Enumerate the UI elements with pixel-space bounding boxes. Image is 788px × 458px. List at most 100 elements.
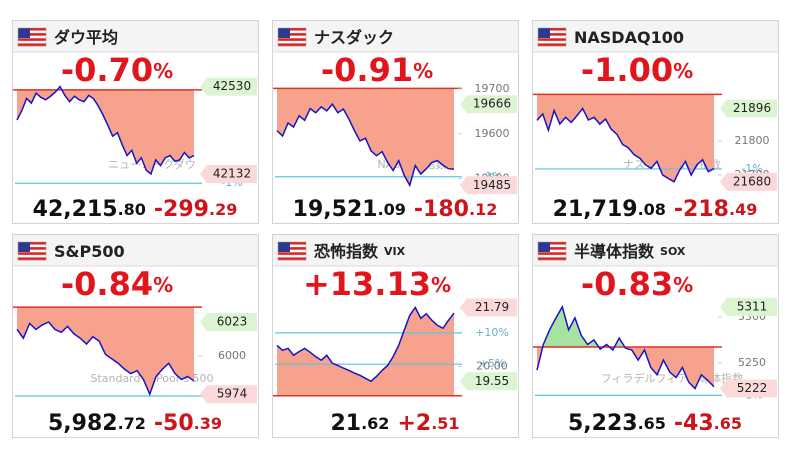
panel: S&P500-0.84%Standard & Poor's 500-1%6000…: [12, 234, 259, 438]
y-tick-label: 19600: [475, 127, 510, 140]
text-small-part: %: [673, 59, 693, 83]
low-tag: [720, 172, 777, 191]
flag-stripe: [278, 254, 306, 258]
change: -299.29: [154, 197, 237, 222]
panel-title: NASDAQ100: [574, 28, 684, 47]
high-tag: [460, 298, 517, 317]
text-small-part: .62: [361, 414, 389, 433]
title-name: ナスダック: [314, 28, 394, 47]
flag-stripe: [538, 38, 566, 42]
title-name: 恐怖指数: [314, 242, 379, 261]
low-label: 42132: [213, 166, 251, 180]
flag-canton: [18, 242, 30, 252]
text-large-part: -0.70: [61, 51, 153, 89]
change-percent: -0.84%: [61, 265, 173, 303]
price-line: [276, 306, 455, 383]
change-percent: -0.70%: [61, 51, 173, 89]
text-small-part: %: [431, 273, 451, 297]
high-tag: [200, 77, 257, 96]
panel: ダウ平均-0.70%ニューヨークダウ-1%425304213242,215.80…: [12, 20, 259, 224]
text-small-part: .80: [118, 200, 146, 219]
low-tag: [200, 164, 257, 183]
panel: ナスダック-0.91%NASDAQ指数-1%195001960019700196…: [272, 20, 519, 224]
flag-stripe: [538, 35, 566, 39]
flag-border: [277, 241, 307, 261]
flag-stripe: [18, 30, 46, 34]
panel-title: S&P500: [54, 242, 125, 261]
flag-stripe: [18, 249, 46, 253]
quote: 5,982.72 -50.39: [48, 411, 222, 436]
high-label: 21896: [733, 101, 771, 115]
flag-stripe: [538, 33, 566, 36]
text-large-part: +13.13: [303, 265, 431, 303]
text-small-part: .39: [194, 414, 222, 433]
price-line: [536, 304, 715, 390]
high-label: 19666: [473, 97, 511, 111]
text-large-part: 21,719: [553, 197, 638, 222]
flag-stripe: [278, 257, 306, 261]
text-large-part: +2: [397, 411, 431, 436]
flag-border: [17, 241, 47, 261]
quote: 21.62 +2.51: [330, 411, 459, 436]
flag-canton: [538, 28, 550, 38]
low-label: 5974: [217, 387, 248, 401]
y-tick-label: 5250: [738, 356, 766, 369]
percent-label: -1%: [741, 162, 762, 175]
price: 5,223.65: [568, 411, 666, 436]
low-label: 5222: [737, 381, 768, 395]
flag-border: [277, 27, 307, 47]
flag-canton: [18, 28, 30, 38]
high-tag: [720, 297, 777, 316]
change: -180.12: [414, 197, 497, 222]
change: -218.49: [674, 197, 757, 222]
flag-stripe: [538, 249, 566, 253]
flag-stripe: [18, 28, 46, 31]
flag-stripe: [278, 30, 306, 34]
high-tag: [200, 313, 257, 331]
text-large-part: 19,521: [293, 197, 378, 222]
flag-stripe: [278, 244, 306, 248]
percent-label: +10%: [475, 326, 509, 339]
flag-stripe: [538, 247, 566, 250]
quote: 5,223.65 -43.65: [568, 411, 742, 436]
low-tag: [200, 385, 257, 404]
flag-stripe: [538, 257, 566, 261]
panel: 恐怖指数VIX+13.13%VIX指数+10%+5%20.0021.7919.5…: [272, 234, 519, 438]
panel-title: ダウ平均: [54, 28, 118, 47]
flag-stripe: [18, 38, 46, 42]
panel-title: 恐怖指数 VIX: [314, 242, 406, 261]
text-small-part: %: [153, 59, 173, 83]
flag-stripe: [538, 40, 566, 44]
title-name: S&P500: [54, 242, 125, 261]
area-fill: [17, 307, 194, 395]
flag-canton: [538, 242, 550, 252]
low-label: 19.55: [475, 374, 509, 388]
y-tick-label: 19700: [475, 82, 510, 95]
price-line: [16, 85, 195, 176]
text-large-part: 5,982: [48, 411, 118, 436]
flag-stripe: [278, 40, 306, 44]
title-bar: [13, 21, 258, 52]
text-small-part: .08: [638, 200, 666, 219]
panel-title: ナスダック: [314, 28, 394, 47]
text-small-part: .12: [469, 200, 497, 219]
price-line: [536, 107, 715, 183]
change: -50.39: [154, 411, 222, 436]
y-tick-label: 21800: [735, 134, 770, 147]
text-small-part: .65: [714, 414, 742, 433]
text-large-part: -0.91: [321, 51, 413, 89]
flag-stripe: [18, 252, 46, 256]
flag-stripe: [18, 257, 46, 261]
flag-stripe: [18, 43, 46, 47]
low-tag: [460, 176, 517, 195]
text-large-part: -1.00: [581, 51, 673, 89]
flag-stripe: [278, 43, 306, 47]
panel-title: 半導体指数 SOX: [574, 242, 686, 261]
flag-stripe: [18, 244, 46, 248]
price-line: [16, 321, 195, 397]
title-symbol: VIX: [384, 245, 406, 258]
y-tick-label: 6000: [218, 349, 246, 362]
flag-stripe: [278, 249, 306, 253]
change: +2.51: [397, 411, 459, 436]
price: 5,982.72: [48, 411, 146, 436]
